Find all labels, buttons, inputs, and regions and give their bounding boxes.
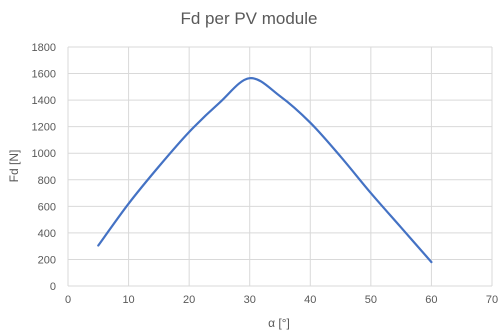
- x-axis-ticks: 0 10 20 30 40 50 60 70: [65, 294, 498, 306]
- x-tick-label: 50: [365, 294, 377, 306]
- chart-title: Fd per PV module: [180, 9, 317, 28]
- y-tick-label: 200: [38, 254, 56, 266]
- y-tick-label: 1400: [32, 95, 56, 107]
- x-tick-label: 70: [486, 294, 498, 306]
- series-layer: [97, 77, 433, 264]
- x-tick-label: 10: [122, 294, 134, 306]
- y-tick-label: 600: [38, 201, 56, 213]
- y-axis-ticks: 0 200 400 600 800 1000 1200 1400 1600 1800: [32, 42, 56, 293]
- x-tick-label: 40: [304, 294, 316, 306]
- y-tick-label: 1800: [32, 42, 56, 54]
- y-axis-title: Fd [N]: [7, 150, 21, 183]
- gridlines: [67, 46, 493, 287]
- x-tick-label: 0: [65, 294, 71, 306]
- y-tick-label: 1600: [32, 69, 56, 81]
- x-tick-label: 20: [183, 294, 195, 306]
- x-tick-label: 60: [425, 294, 437, 306]
- x-tick-label: 30: [244, 294, 256, 306]
- y-tick-label: 800: [38, 175, 56, 187]
- y-tick-label: 1200: [32, 122, 56, 134]
- y-tick-label: 1000: [32, 148, 56, 160]
- y-tick-label: 400: [38, 228, 56, 240]
- x-axis-title: α [°]: [268, 316, 290, 330]
- series-line: [97, 77, 433, 264]
- y-tick-label: 0: [50, 281, 56, 293]
